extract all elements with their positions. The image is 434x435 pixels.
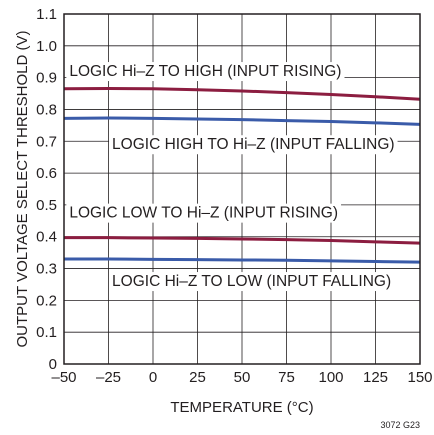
x-tick-label: 125	[363, 369, 388, 386]
y-tick-label: 0.4	[36, 229, 57, 246]
annotation-background	[109, 272, 395, 292]
x-tick-label: 150	[407, 369, 432, 386]
y-tick-label: 1.0	[36, 38, 57, 55]
annotation-background	[109, 135, 398, 155]
x-tick-label: 25	[189, 369, 206, 386]
x-tick-label: 100	[318, 369, 343, 386]
annotations: LOGIC Hi–Z TO HIGH (INPUT RISING) LOGIC H…	[66, 62, 398, 292]
x-tick-label: –50	[51, 369, 76, 386]
annotation-label: LOGIC HIGH TO Hi–Z (INPUT FALLING)	[112, 136, 395, 153]
series-line	[63, 116, 421, 126]
series-annotation: LOGIC LOW TO Hi–Z (INPUT RISING)	[66, 203, 342, 223]
series-line	[63, 86, 421, 101]
y-tick-label: 0.3	[36, 261, 57, 278]
figure-code: 3072 G23	[380, 420, 420, 430]
x-tick-label: 0	[149, 369, 157, 386]
y-tick-label: 0.7	[36, 133, 57, 150]
x-axis-title: TEMPERATURE (°C)	[170, 399, 313, 416]
series-annotation: LOGIC Hi–Z TO HIGH (INPUT RISING)	[66, 62, 345, 82]
x-tick-label: –25	[96, 369, 121, 386]
annotation-label: LOGIC Hi–Z TO HIGH (INPUT RISING)	[69, 63, 341, 80]
annotation-background	[66, 62, 345, 82]
y-tick-label: 1.1	[36, 6, 57, 23]
y-tick-label: 0.6	[36, 165, 57, 182]
plot-area-frame	[63, 13, 421, 365]
y-axis-title: OUTPUT VOLTAGE SELECT THRESHOLD (V)	[14, 30, 31, 347]
annotation-background	[66, 203, 342, 223]
y-tick-label: 0.2	[36, 292, 57, 309]
series-lines	[63, 86, 421, 264]
y-tick-label: 0.8	[36, 101, 57, 118]
series-line	[64, 236, 421, 245]
series-line	[64, 257, 421, 264]
series-annotation: LOGIC Hi–Z TO LOW (INPUT FALLING)	[109, 272, 395, 292]
annotation-label: LOGIC Hi–Z TO LOW (INPUT FALLING)	[112, 273, 391, 290]
y-tick-label: 0.5	[36, 197, 57, 214]
tick-labels: –50 –25 0 25 50 75 100 125 150 0 0.1 0.2 0.3 0.4 0.5 0.…	[36, 6, 432, 386]
y-tick-label: 0.1	[36, 324, 57, 341]
series-annotation: LOGIC HIGH TO Hi–Z (INPUT FALLING)	[109, 135, 398, 155]
y-tick-label: 0.9	[36, 70, 57, 87]
x-tick-label: 75	[278, 369, 295, 386]
annotation-label: LOGIC LOW TO Hi–Z (INPUT RISING)	[69, 205, 338, 222]
x-tick-label: 50	[234, 369, 251, 386]
y-tick-label: 0	[49, 356, 57, 373]
